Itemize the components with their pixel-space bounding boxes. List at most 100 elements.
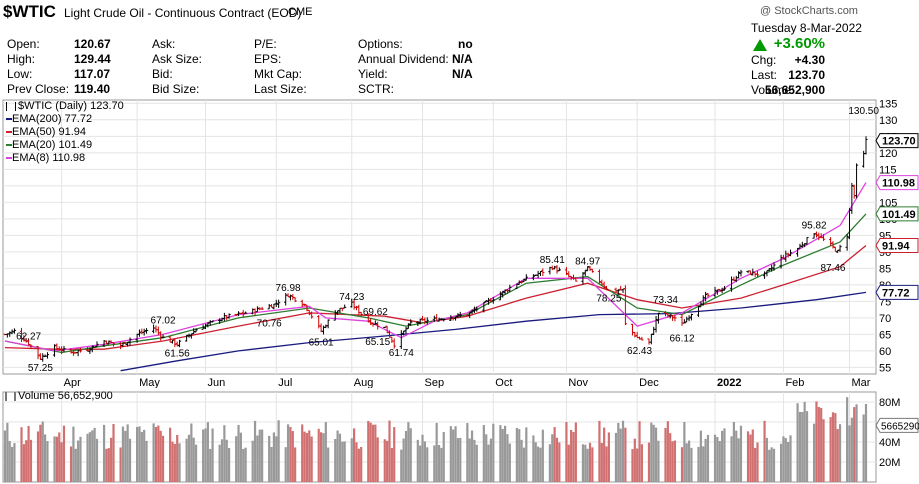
- volume-bar: [289, 426, 292, 482]
- volume-chart: 20M40M60M80M56652900: [2, 391, 919, 483]
- data-label: 69.62: [363, 307, 388, 318]
- price-bar: [753, 272, 757, 277]
- instrument-name: Light Crude Oil - Continuous Contract (E…: [64, 6, 302, 20]
- price-tag: 77.72: [875, 284, 919, 300]
- volume-bar: [735, 430, 738, 482]
- price-bar: [715, 289, 719, 295]
- volume-bar: [209, 448, 212, 482]
- price-bar: [402, 330, 406, 336]
- volume-bar: [161, 435, 165, 482]
- volume-bar: [584, 444, 587, 482]
- y-tick-label: 130: [879, 115, 897, 127]
- price-bar: [770, 264, 774, 272]
- volume-bar: [308, 430, 311, 482]
- percent-change: +3.60%: [773, 35, 825, 52]
- volume-label: Volume:: [751, 83, 795, 97]
- volume-bar: [539, 447, 542, 482]
- volume-bar: [272, 432, 276, 482]
- quote-label: Open:: [7, 37, 40, 51]
- volume-bar: [350, 438, 353, 482]
- volume-bar: [638, 421, 641, 482]
- volume-bar: [13, 443, 16, 482]
- price-bar: [590, 268, 594, 273]
- price-bar: [456, 313, 460, 318]
- data-label: 67.02: [151, 316, 176, 327]
- price-bar: [663, 311, 668, 317]
- x-tick-label: Sep: [425, 377, 445, 388]
- price-bar: [159, 331, 163, 341]
- price-bar: [737, 271, 741, 279]
- price-bar: [187, 333, 191, 338]
- volume-bar: [442, 432, 445, 482]
- exchange-label: CME: [288, 6, 313, 18]
- volume-bar: [751, 429, 754, 482]
- stockcharts-watermark: @ StockCharts.com: [760, 5, 858, 17]
- volume-bar: [154, 426, 158, 482]
- price-bar: [751, 268, 755, 276]
- volume-bar: [492, 423, 495, 482]
- price-bar: [468, 311, 472, 319]
- price-bar: [409, 319, 413, 326]
- price-chart: 5560657075808590951001051101151201251301…: [2, 98, 919, 388]
- price-tag-label: 110.98: [882, 178, 915, 190]
- price-bar: [819, 233, 823, 239]
- quote-label: Ask:: [152, 37, 176, 51]
- price-bar: [55, 343, 59, 351]
- volume-bar: [548, 444, 552, 482]
- volume-bar: [383, 439, 386, 482]
- volume-bar: [367, 420, 370, 482]
- volume-bar: [697, 446, 700, 482]
- volume-tick-label: 20M: [879, 457, 900, 469]
- volume-bar: [39, 424, 42, 482]
- volume-bar: [62, 425, 66, 482]
- data-label: 130.50: [848, 106, 879, 117]
- volume-bar: [706, 434, 710, 482]
- volume-bar: [600, 442, 603, 482]
- volume-bar: [864, 403, 868, 482]
- price-tag-label: 91.94: [882, 240, 910, 252]
- price-tag: 123.70: [875, 133, 919, 149]
- data-label: 78.25: [596, 294, 621, 305]
- quote-label: Options:: [358, 37, 403, 51]
- volume-bar: [506, 434, 509, 482]
- price-bar: [260, 306, 264, 310]
- volume-bar: [46, 441, 49, 482]
- volume-bar: [466, 423, 469, 482]
- price-bar: [104, 340, 109, 345]
- volume-bar: [421, 434, 424, 482]
- volume-bar: [105, 448, 108, 482]
- price-bar: [765, 270, 769, 277]
- price-bar: [847, 208, 852, 240]
- volume-bar: [258, 429, 261, 482]
- price-bar: [10, 329, 14, 335]
- price-bar: [449, 315, 453, 321]
- price-bar: [392, 338, 396, 349]
- volume-bar: [652, 424, 655, 482]
- volume-bar: [36, 431, 40, 482]
- price-bar: [656, 312, 661, 324]
- volume-bar: [770, 447, 773, 482]
- price-bar: [633, 331, 637, 338]
- volume-bar: [617, 422, 620, 482]
- volume-bar: [574, 422, 577, 482]
- volume-bar: [468, 438, 471, 482]
- volume-bar: [416, 439, 419, 482]
- volume-bar: [671, 441, 674, 482]
- volume-bar: [211, 428, 214, 482]
- volume-bar: [88, 432, 92, 482]
- volume-bar: [499, 425, 502, 482]
- volume-bar: [836, 429, 839, 482]
- price-bar: [788, 249, 793, 257]
- volume-bar: [619, 428, 622, 482]
- volume-bar: [390, 448, 393, 482]
- volume-bar: [220, 439, 224, 482]
- y-tick-label: 60: [879, 346, 891, 358]
- quote-label: Bid Size:: [152, 82, 200, 96]
- volume-bar: [138, 426, 141, 482]
- price-bar: [458, 311, 462, 318]
- x-tick-label: Oct: [495, 377, 512, 388]
- up-arrow-icon: [753, 39, 767, 51]
- data-label: 76.98: [276, 283, 301, 294]
- quote-label: Low:: [7, 67, 33, 81]
- quote-label: Bid:: [152, 67, 173, 81]
